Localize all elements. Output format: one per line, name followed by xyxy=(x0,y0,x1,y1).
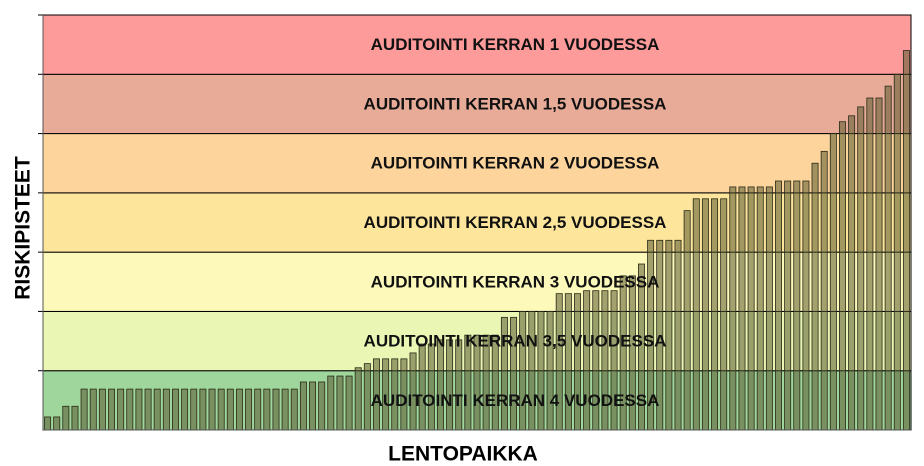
bar xyxy=(190,388,198,431)
band-label: AUDITOINTI KERRAN 1 VUODESSA xyxy=(371,35,660,54)
bar xyxy=(893,73,901,431)
bar xyxy=(199,388,207,431)
band-label: AUDITOINTI KERRAN 3 VUODESSA xyxy=(371,272,660,291)
bar xyxy=(784,180,792,431)
bar xyxy=(235,388,243,431)
bar xyxy=(692,198,700,431)
bar xyxy=(172,388,179,431)
bar xyxy=(519,311,527,431)
bar xyxy=(756,186,764,431)
bar xyxy=(162,388,170,431)
bar xyxy=(418,343,426,431)
bar xyxy=(829,133,837,431)
band-label: AUDITOINTI KERRAN 3,5 VUODESSA xyxy=(364,332,667,351)
bar xyxy=(811,162,819,431)
bar xyxy=(802,180,810,431)
bar xyxy=(528,311,536,431)
bar xyxy=(455,339,463,431)
bar xyxy=(345,375,353,431)
bar xyxy=(720,198,728,431)
risk-band xyxy=(42,14,912,75)
bar xyxy=(729,186,737,431)
bar xyxy=(299,381,307,431)
bar xyxy=(436,339,444,431)
bar xyxy=(665,239,673,431)
bar xyxy=(217,388,225,431)
bar xyxy=(765,186,773,431)
bar xyxy=(309,381,317,431)
bar xyxy=(427,343,435,431)
bar xyxy=(226,388,234,431)
bar xyxy=(711,198,719,431)
bar xyxy=(89,388,97,431)
bar xyxy=(701,198,709,431)
bar xyxy=(363,363,371,431)
bar xyxy=(108,388,115,431)
bar xyxy=(135,388,143,431)
bar xyxy=(674,239,682,431)
band-label: AUDITOINTI KERRAN 2 VUODESSA xyxy=(371,154,660,173)
bar xyxy=(848,115,856,431)
bar xyxy=(281,388,289,431)
bar xyxy=(537,311,545,431)
bar xyxy=(354,367,362,431)
bar xyxy=(80,388,88,431)
bar xyxy=(245,388,253,431)
bar xyxy=(327,375,335,431)
band-label: AUDITOINTI KERRAN 2,5 VUODESSA xyxy=(364,213,667,232)
bar xyxy=(144,388,152,431)
bar xyxy=(126,388,134,431)
bar xyxy=(866,97,874,431)
band-label: AUDITOINTI KERRAN 1,5 VUODESSA xyxy=(364,94,667,113)
band-label: AUDITOINTI KERRAN 4 VUODESSA xyxy=(371,391,660,410)
x-axis-label: LENTOPAIKKA xyxy=(388,443,538,466)
bar xyxy=(683,210,691,431)
bar xyxy=(738,186,746,431)
bar xyxy=(793,180,801,431)
bar xyxy=(446,339,454,431)
bar xyxy=(181,388,189,431)
bar xyxy=(902,50,910,431)
bar xyxy=(290,388,298,431)
bar xyxy=(117,388,125,431)
bar xyxy=(884,85,892,431)
bar xyxy=(263,388,271,431)
bar xyxy=(208,388,216,431)
bar xyxy=(71,405,79,431)
bar xyxy=(272,388,280,431)
bar xyxy=(875,97,883,431)
bar xyxy=(820,150,828,431)
bar xyxy=(318,381,326,431)
bar xyxy=(747,186,755,431)
bar xyxy=(153,388,161,431)
bar xyxy=(775,180,782,431)
y-axis-label: RISKIPISTEET xyxy=(12,156,35,300)
bar xyxy=(254,388,262,431)
bar xyxy=(336,375,344,431)
bar xyxy=(98,388,106,431)
bar xyxy=(857,106,865,431)
bar xyxy=(53,416,61,431)
bar xyxy=(839,121,846,431)
bar xyxy=(44,416,52,431)
bar xyxy=(546,311,554,431)
bar xyxy=(62,405,70,431)
